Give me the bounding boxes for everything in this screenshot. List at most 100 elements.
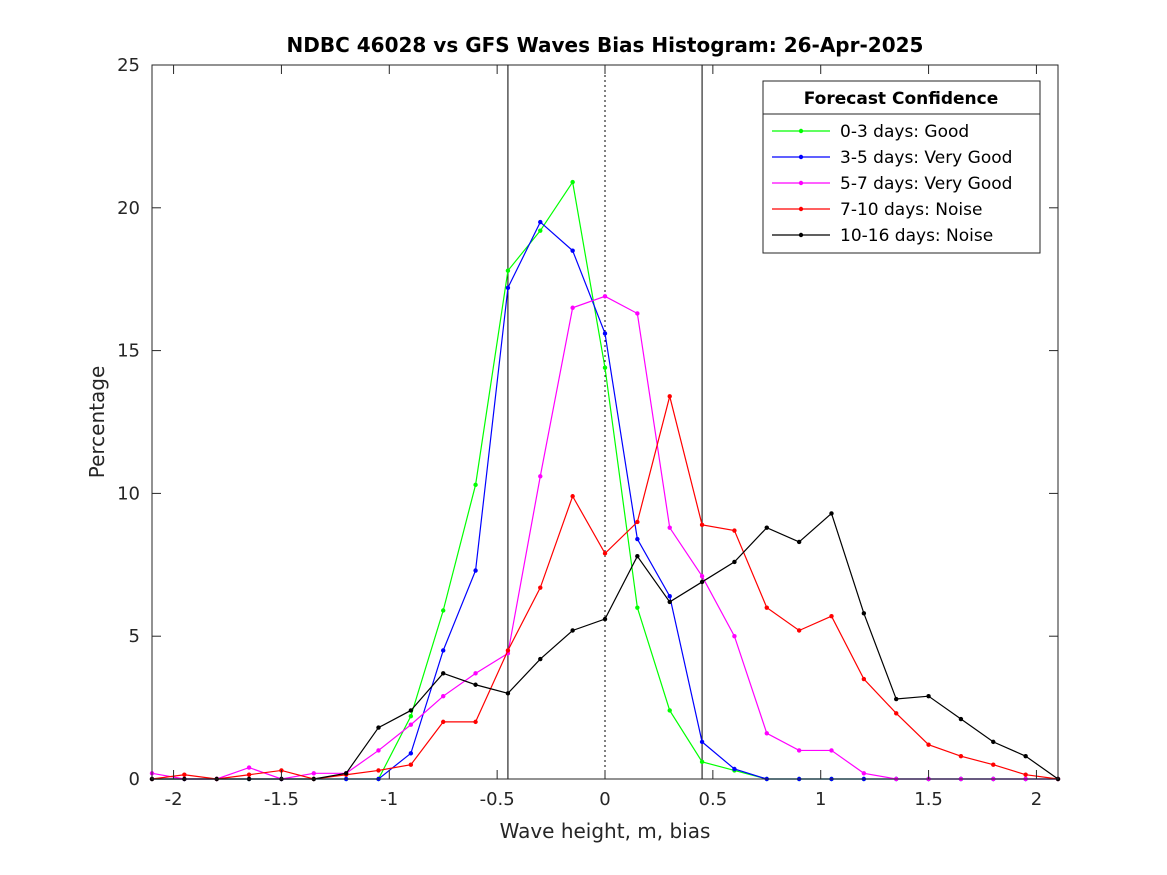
y-tick-label: 10: [117, 483, 140, 504]
legend-swatch-marker: [798, 180, 804, 186]
data-point: [1023, 753, 1028, 759]
legend-swatch-marker: [798, 206, 804, 212]
legend-label: 5-7 days: Very Good: [840, 174, 1012, 194]
data-point: [699, 579, 705, 585]
data-point: [538, 474, 543, 479]
data-point: [1023, 772, 1028, 777]
data-point: [505, 691, 511, 696]
data-point: [699, 574, 705, 579]
legend-label: 0-3 days: Good: [840, 122, 969, 142]
x-tick-label: 1.5: [914, 789, 943, 810]
legend-items: 0-3 days: Good 3-5 days: Very Good 5-7 day…: [772, 122, 1012, 246]
y-tick-label: 25: [117, 55, 140, 76]
data-point: [894, 711, 899, 716]
data-point: [570, 248, 575, 253]
data-point: [441, 719, 446, 725]
data-point: [505, 268, 511, 273]
legend-label: 3-5 days: Very Good: [840, 148, 1012, 168]
data-point: [764, 731, 769, 736]
data-point: [473, 682, 478, 687]
data-point: [408, 708, 414, 713]
data-point: [570, 628, 575, 633]
data-point: [602, 616, 608, 622]
data-point: [667, 525, 672, 530]
data-point: [732, 766, 737, 772]
legend-box: [762, 80, 1041, 254]
data-point: [861, 771, 867, 776]
legend-entry-4: 10-16 days: Noise: [772, 226, 993, 246]
legend-entry-1: 3-5 days: Very Good: [772, 148, 1012, 168]
data-point: [764, 525, 769, 530]
data-point: [667, 708, 672, 713]
data-point: [635, 311, 640, 316]
data-point: [441, 648, 446, 653]
data-point: [376, 768, 381, 773]
x-tick-label: 2: [1031, 789, 1042, 810]
x-tick-label: -0.5: [480, 789, 515, 810]
y-tick-label: 20: [117, 198, 140, 219]
x-tick-label: -1: [380, 789, 398, 810]
data-point: [343, 771, 349, 776]
data-point: [667, 394, 672, 399]
data-point: [505, 285, 511, 290]
data-point: [991, 739, 996, 745]
data-point: [667, 599, 672, 605]
data-point: [602, 294, 608, 299]
data-point: [991, 762, 996, 767]
reference-lines: [507, 65, 703, 779]
legend-entry-3: 7-10 days: Noise: [772, 200, 982, 220]
x-tick-label: 0.5: [699, 789, 728, 810]
data-point: [861, 676, 867, 682]
data-point: [246, 765, 252, 770]
data-point: [667, 594, 672, 599]
y-tick-label: 15: [117, 341, 140, 362]
data-point: [473, 568, 478, 573]
data-point: [408, 722, 414, 727]
data-point: [441, 693, 446, 699]
data-point: [796, 539, 802, 545]
data-point: [441, 671, 446, 676]
legend-swatch-marker: [798, 128, 804, 134]
data-point: [538, 228, 543, 233]
legend-swatch-marker: [798, 154, 804, 160]
data-point: [926, 742, 931, 747]
data-point: [538, 656, 543, 662]
data-point: [699, 522, 705, 528]
data-point: [602, 331, 608, 336]
data-point: [635, 536, 640, 542]
data-point: [570, 305, 575, 310]
legend-swatch-marker: [798, 232, 804, 238]
legend: Forecast Confidence 0-3 days: Good 3-5 da…: [762, 80, 1041, 254]
data-point: [473, 719, 478, 725]
data-point: [894, 696, 899, 702]
x-tick-label: -2: [165, 789, 183, 810]
data-point: [958, 753, 964, 759]
data-point: [408, 762, 414, 767]
x-tick-label: 0: [599, 789, 610, 810]
data-point: [699, 759, 705, 765]
data-point: [538, 219, 543, 225]
data-point: [570, 179, 575, 185]
data-point: [926, 693, 931, 699]
data-point: [764, 605, 769, 610]
data-point: [570, 494, 575, 499]
data-point: [861, 611, 867, 616]
data-point: [796, 628, 802, 633]
legend-label: 10-16 days: Noise: [840, 226, 993, 246]
x-tick-label: -1.5: [264, 789, 299, 810]
data-point: [829, 748, 834, 753]
chart-title: NDBC 46028 vs GFS Waves Bias Histogram: …: [287, 33, 924, 57]
legend-entry-2: 5-7 days: Very Good: [772, 174, 1012, 194]
data-point: [376, 748, 381, 753]
data-point: [602, 551, 608, 556]
data-point: [635, 554, 640, 559]
data-point: [796, 748, 802, 753]
data-point: [311, 771, 316, 776]
data-point: [376, 725, 381, 730]
data-point: [246, 772, 252, 777]
data-point: [473, 482, 478, 488]
y-tick-label: 5: [129, 626, 140, 647]
legend-title: Forecast Confidence: [804, 89, 999, 109]
